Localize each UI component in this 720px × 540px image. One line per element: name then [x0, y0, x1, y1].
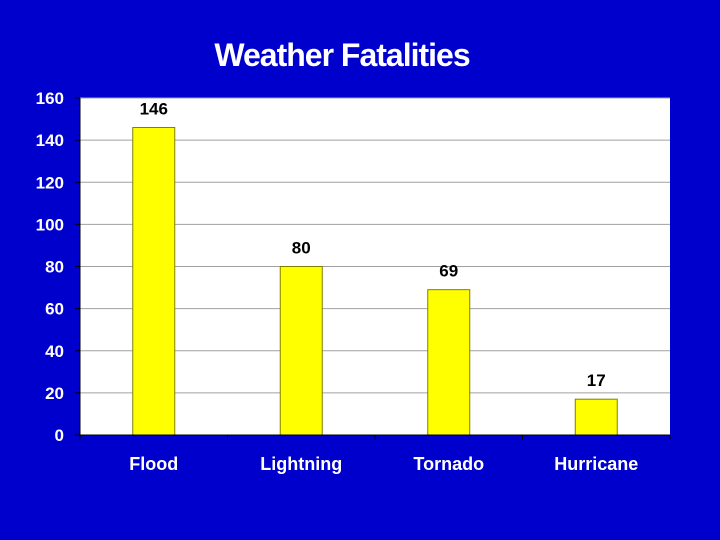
data-label-tornado: 69 [439, 262, 458, 281]
chart-title: Weather Fatalities [214, 37, 469, 73]
category-label-flood: Flood [129, 454, 178, 474]
bar-lightning [279, 266, 323, 436]
y-tick-label: 40 [45, 342, 64, 361]
y-tick-label: 120 [36, 173, 64, 192]
bar-hurricane [574, 398, 618, 436]
bar-flood [132, 126, 176, 436]
bars [132, 126, 618, 436]
y-tick-label: 140 [36, 131, 64, 150]
axes: 0 20 40 60 80 100 120 140 160 Flood Lightning Torna… [36, 89, 671, 474]
y-tick-label: 60 [45, 300, 64, 319]
category-label-tornado: Tornado [413, 454, 484, 474]
category-label-hurricane: Hurricane [554, 454, 638, 474]
category-label-lightning: Lightning [260, 454, 342, 474]
y-tick-label: 80 [45, 258, 64, 277]
y-tick-label: 100 [36, 215, 64, 234]
data-label-lightning: 80 [292, 239, 311, 258]
bar-tornado [427, 289, 471, 436]
gridlines [80, 97, 670, 394]
y-tick-label: 0 [55, 426, 64, 445]
data-label-hurricane: 17 [587, 371, 606, 390]
data-labels: 146 80 69 17 [140, 99, 606, 390]
y-tick-label: 20 [45, 384, 64, 403]
y-tick-label: 160 [36, 89, 64, 108]
data-label-flood: 146 [140, 99, 168, 118]
